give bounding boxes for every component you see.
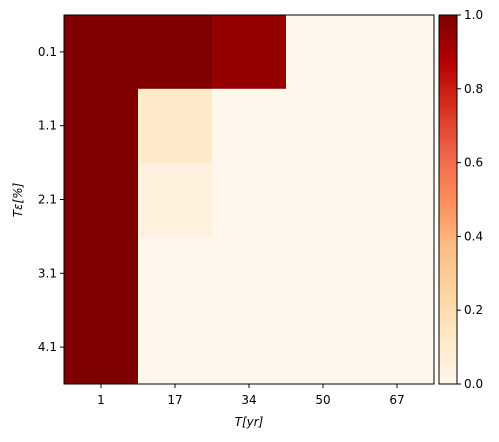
y-axis-label: Tε[%] <box>11 182 25 217</box>
x-tick-label: 1 <box>97 393 105 407</box>
heatmap-cell <box>212 236 287 311</box>
colorbar-tick-label: 0.4 <box>464 229 483 243</box>
x-tick-label: 67 <box>389 393 404 407</box>
y-axis: 0.1 1.1 2.1 3.1 4.1 <box>38 45 64 354</box>
heatmap-cell <box>212 310 287 385</box>
y-tick-label: 0.1 <box>38 45 57 59</box>
y-tick-label: 3.1 <box>38 266 57 280</box>
y-tick-label: 2.1 <box>38 193 57 207</box>
heatmap-cell <box>212 162 287 237</box>
heatmap-cell <box>286 15 361 90</box>
colorbar-tick-label: 0.0 <box>464 377 483 391</box>
heatmap-cell <box>212 15 287 90</box>
colorbar-tick-label: 1.0 <box>464 8 483 22</box>
heatmap-cell <box>360 15 435 90</box>
colorbar-tick-label: 0.2 <box>464 303 483 317</box>
heatmap-cell <box>138 88 213 164</box>
heatmap-cell <box>138 310 213 385</box>
colorbar-tick-label: 0.8 <box>464 82 483 96</box>
heatmap-cell <box>360 310 435 385</box>
x-axis-label: T[yr] <box>235 415 264 429</box>
heatmap-cell <box>286 310 361 385</box>
heatmap-cell <box>138 162 213 237</box>
heatmap-cell <box>138 236 213 311</box>
x-tick-label: 34 <box>241 393 256 407</box>
heatmap-cell <box>64 162 139 237</box>
y-tick-label: 4.1 <box>38 340 57 354</box>
heatmap-cell <box>286 236 361 311</box>
heatmap-cell <box>286 162 361 237</box>
x-axis: 1 17 34 50 67 <box>97 384 405 407</box>
heatmap-cell <box>64 310 139 385</box>
x-tick-label: 50 <box>315 393 330 407</box>
heatmap-cell <box>64 88 139 164</box>
y-tick-label: 1.1 <box>38 119 57 133</box>
heatmap-cell <box>360 88 435 164</box>
colorbar <box>438 14 458 385</box>
heatmap-cell <box>360 162 435 237</box>
heatmap-cell <box>138 15 213 90</box>
colorbar-ticks: 0.0 0.2 0.4 0.6 0.8 1.0 <box>457 8 483 391</box>
heatmap-cells <box>64 15 435 385</box>
x-tick-label: 17 <box>167 393 182 407</box>
heatmap-cell <box>64 15 139 90</box>
heatmap-cell <box>360 236 435 311</box>
heatmap-cell <box>212 88 287 164</box>
heatmap-cell <box>286 88 361 164</box>
colorbar-tick-label: 0.6 <box>464 156 483 170</box>
heatmap-cell <box>64 236 139 311</box>
